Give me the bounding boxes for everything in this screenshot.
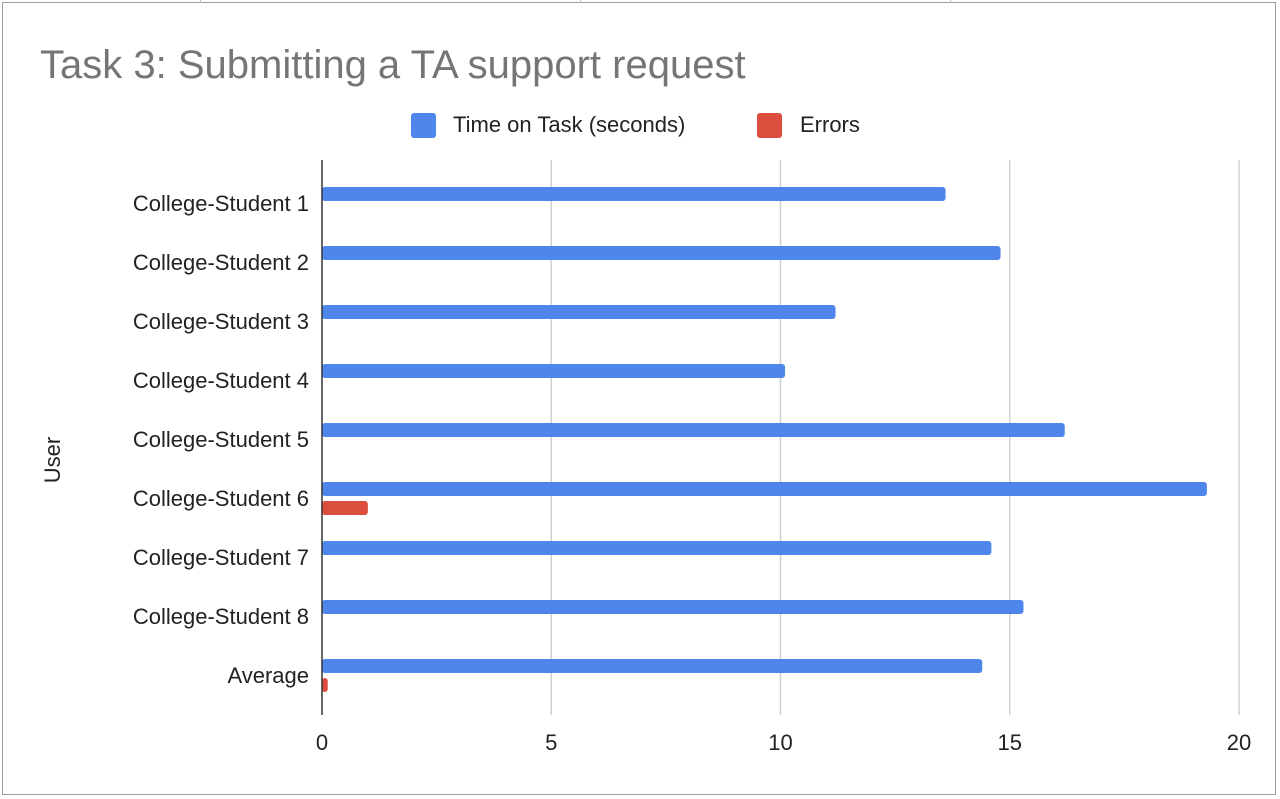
frame-tick [580,0,581,3]
y-tick-label: College-Student 2 [133,250,309,275]
y-tick-label: College-Student 3 [133,309,309,334]
bar-time-on-task [322,187,946,201]
bar-time-on-task [322,423,1065,437]
y-tick-label: College-Student 1 [133,191,309,216]
bar-time-on-task [322,246,1001,260]
y-tick-label: College-Student 4 [133,368,309,393]
bar-time-on-task [322,305,836,319]
frame-tick [200,0,201,3]
y-axis-title: User [40,437,65,483]
bar-time-on-task [322,541,992,555]
x-tick-labels: 0 5 10 15 20 [316,730,1251,755]
x-tick-label: 10 [768,730,792,755]
legend: Time on Task (seconds) Errors [411,112,860,138]
y-tick-label: College-Student 6 [133,486,309,511]
legend-swatch [411,113,436,138]
frame-tick [950,0,951,3]
chart-title: Task 3: Submitting a TA support request [40,43,746,87]
bars [322,187,1207,692]
x-tick-label: 20 [1227,730,1251,755]
gridlines [550,160,1240,715]
legend-swatch [757,113,782,138]
bar-errors [322,678,328,692]
x-tick-label: 15 [998,730,1022,755]
y-tick-label: College-Student 7 [133,545,309,570]
x-tick-label: 0 [316,730,328,755]
y-tick-label: College-Student 5 [133,427,309,452]
y-tick-labels: College-Student 1 College-Student 2 Colleg… [133,191,309,688]
y-tick-label: Average [227,663,309,688]
bar-errors [322,501,368,515]
bar-time-on-task [322,482,1207,496]
bar-time-on-task [322,364,786,378]
bar-time-on-task [322,600,1024,614]
bar-time-on-task [322,659,983,673]
legend-label: Errors [800,112,860,137]
legend-label: Time on Task (seconds) [453,112,685,137]
y-tick-label: College-Student 8 [133,604,309,629]
x-tick-label: 5 [545,730,557,755]
